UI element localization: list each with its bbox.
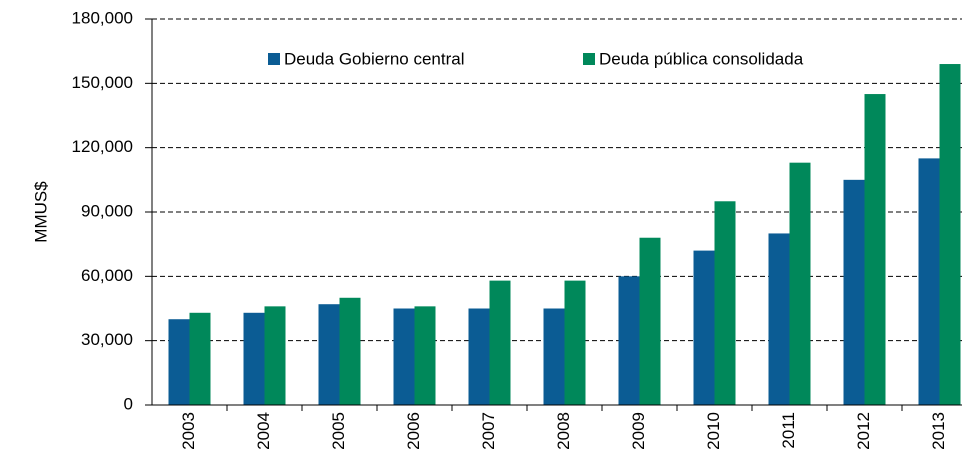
legend-label: Deuda pública consolidada (599, 49, 804, 68)
x-tick-label: 2006 (404, 412, 423, 450)
bar (618, 276, 640, 405)
bar (189, 312, 211, 405)
y-tick-label: 120,000 (72, 137, 133, 156)
bar (789, 162, 811, 405)
y-tick-label: 90,000 (81, 201, 133, 220)
bar (168, 319, 190, 405)
bar (318, 304, 340, 405)
bar (339, 297, 361, 405)
bar (714, 201, 736, 405)
bar (939, 64, 961, 406)
bar (768, 233, 790, 405)
y-tick-label: 0 (124, 394, 133, 413)
x-tick-label: 2003 (179, 412, 198, 450)
bar (843, 179, 865, 405)
x-tick-label: 2010 (704, 412, 723, 450)
bar (489, 280, 511, 405)
bar (693, 250, 715, 405)
y-tick-label: 180,000 (72, 8, 133, 27)
x-tick-label: 2013 (929, 412, 948, 450)
bar (864, 94, 886, 406)
bar (468, 308, 490, 405)
y-tick-label: 150,000 (72, 73, 133, 92)
x-tick-label: 2005 (329, 412, 348, 450)
y-tick-label: 60,000 (81, 266, 133, 285)
bar (564, 280, 586, 405)
bar (918, 158, 940, 405)
x-tick-label: 2007 (479, 412, 498, 450)
y-axis-label: MMUS$ (31, 181, 50, 243)
legend-swatch (268, 53, 280, 65)
bar (393, 308, 415, 405)
legend-swatch (583, 53, 595, 65)
bar (414, 306, 436, 405)
y-tick-label: 30,000 (81, 330, 133, 349)
bar (543, 308, 565, 405)
x-tick-label: 2009 (629, 412, 648, 450)
x-tick-label: 2004 (254, 412, 273, 450)
x-tick-label: 2008 (554, 412, 573, 450)
legend-label: Deuda Gobierno central (284, 49, 465, 68)
x-tick-label: 2012 (854, 412, 873, 450)
bar (639, 237, 661, 405)
x-tick-label: 2011 (779, 412, 798, 449)
bar (264, 306, 286, 405)
bar (243, 312, 265, 405)
